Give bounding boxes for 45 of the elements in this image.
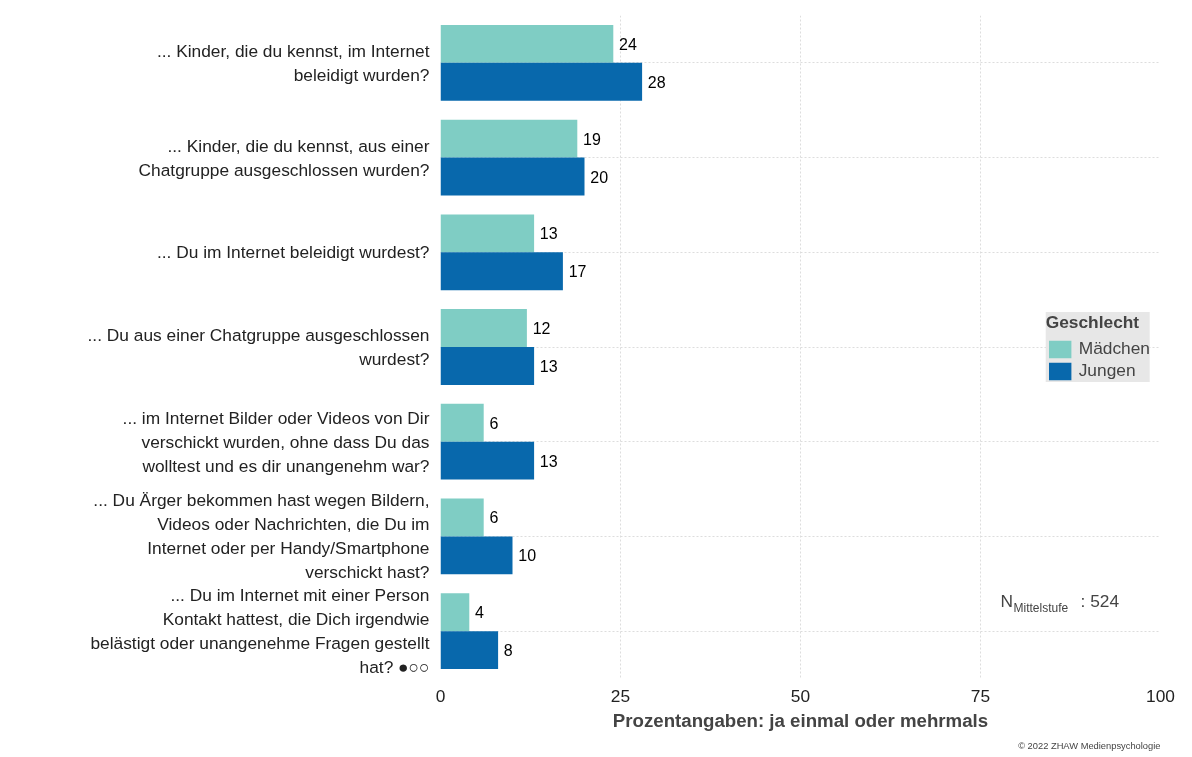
x-tick-label: 25 (610, 685, 631, 706)
data-label: 19 (583, 130, 601, 148)
bar (440, 24, 614, 63)
bar (440, 498, 484, 537)
x-tick-label: 0 (435, 685, 446, 706)
y-tick-label: ... Du aus einer Chatgruppe ausgeschlossen wurdest? (87, 325, 430, 369)
bar (440, 119, 578, 158)
data-label: 6 (489, 414, 499, 432)
bar (440, 309, 527, 347)
data-label: 13 (539, 357, 558, 375)
x-tick-label: 75 (970, 685, 991, 706)
bar (440, 631, 499, 670)
x-tick-label: 100 (1146, 685, 1175, 706)
bar (440, 157, 585, 196)
legend-label: Mädchen (1078, 338, 1150, 359)
y-tick-label: ... Kinder, die du kennst, aus einer Chatgruppe ausgeschlossen wurden? (138, 135, 430, 180)
bar (440, 536, 513, 575)
legend-title: Geschlecht (1045, 311, 1141, 333)
data-label: 6 (489, 509, 499, 527)
data-label: 17 (568, 263, 587, 281)
data-label: 10 (518, 547, 537, 565)
y-tick-label: ... Du im Internet mit einer Person Kontakt hattest, die Dich irgendwie belästigt oder unangenehme Fragen gestellt hat? ●○○ (90, 585, 430, 678)
data-label: 13 (539, 225, 558, 243)
bar (440, 403, 484, 442)
bar (440, 441, 535, 480)
y-tick-label: ... im Internet Bilder oder Videos von Dir verschickt wurden, ohne dass Du das wolltest und es dir unangenehm war? (122, 407, 430, 476)
data-label: 20 (590, 168, 609, 186)
bar (440, 62, 643, 101)
y-tick-label: ... Du Ärger bekommen hast wegen Bildern, Videos oder Nachrichten, die Du im Internet oder per Handy/Smartphone verschickt hast? (93, 490, 430, 583)
bar (440, 214, 535, 253)
bar (440, 252, 563, 291)
bar (440, 347, 535, 385)
text: © 2022 ZHAW Medienpsychologie (1018, 740, 1161, 751)
y-tick-label: ... Du im Internet beleidigt wurdest? (156, 242, 430, 263)
data-label: 8 (503, 642, 513, 660)
data-label: 12 (532, 320, 551, 338)
y-tick-label: ... Kinder, die du kennst, im Internet beleidigt wurden? (156, 40, 430, 85)
x-axis-title: Prozentangaben: ja einmal oder mehrmals (612, 709, 989, 731)
bar (440, 593, 470, 632)
data-label: 4 (475, 604, 485, 622)
data-label: 24 (619, 35, 637, 53)
data-label: 13 (539, 452, 558, 470)
legend-label: Jungen (1078, 360, 1136, 381)
data-label: 28 (647, 73, 666, 91)
x-tick-label: 50 (790, 685, 811, 706)
